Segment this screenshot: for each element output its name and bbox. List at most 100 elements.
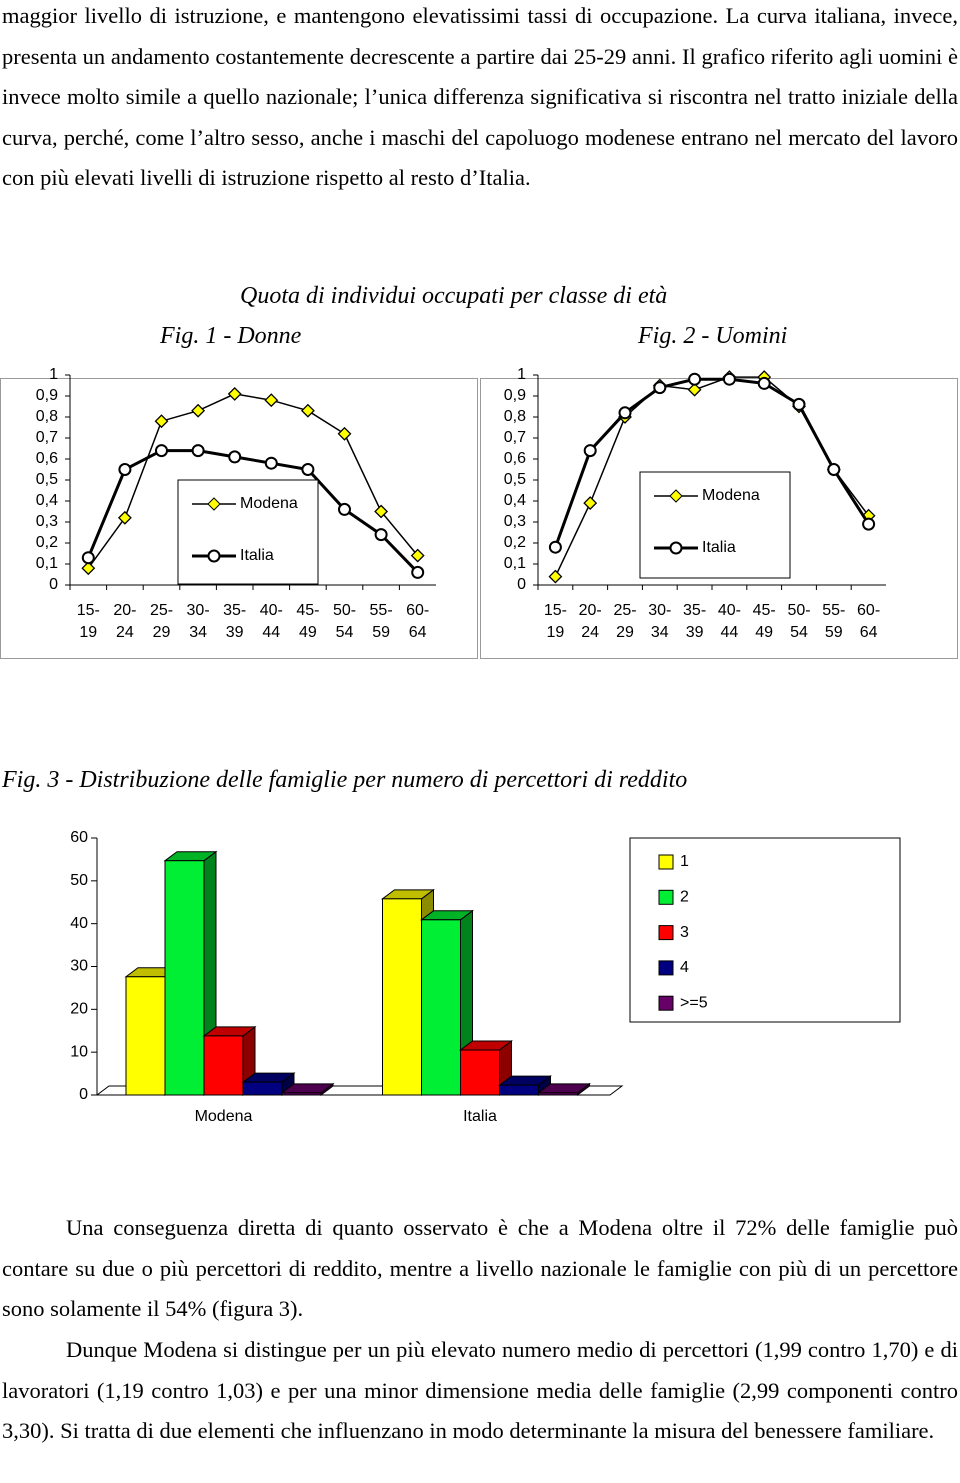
chart-title: Fig. 1 - Donne (160, 323, 302, 349)
legend-box (639, 471, 791, 579)
series-line (553, 377, 870, 548)
point (155, 444, 168, 458)
bar (203, 1035, 244, 1096)
x-tick-label: 55- 59 (822, 602, 846, 641)
x-tick-label: 15- 19 (76, 602, 100, 641)
x-tick-label: Italia (463, 1108, 497, 1125)
point (757, 376, 771, 390)
y-tick-label: 0 (49, 576, 58, 593)
y-tick-label: 20 (70, 1001, 88, 1018)
paragraph: Una conseguenza diretta di quanto osserv… (2, 1215, 958, 1321)
point (228, 450, 242, 464)
point (117, 510, 132, 525)
y-tick-label: 0,4 (504, 492, 526, 509)
y-tick-label: 0,8 (504, 408, 526, 425)
y-tick-label: 0,1 (36, 555, 58, 572)
legend-label: Italia (702, 539, 736, 556)
y-tick-label: 0,6 (504, 450, 526, 467)
x-tick-label: 50- 54 (332, 602, 357, 641)
y-tick-label: 1 (49, 366, 58, 383)
y-tick-label: 0,5 (504, 471, 526, 488)
point (81, 561, 96, 576)
point (301, 463, 315, 476)
point (792, 397, 806, 411)
y-tick-label: 0 (517, 576, 526, 593)
series-line (86, 449, 419, 574)
point (227, 386, 242, 401)
y-tick-label: 0,2 (504, 534, 526, 551)
point (653, 381, 667, 395)
paragraph: Dunque Modena si distingue per un più el… (2, 1337, 958, 1443)
y-tick-label: 30 (70, 958, 88, 975)
bar (164, 860, 205, 1096)
x-tick-label: 40- 44 (259, 602, 283, 641)
paragraph: maggior livello di istruzione, e manteng… (2, 3, 958, 190)
x-tick-label: 20- 24 (113, 602, 137, 641)
x-tick-label: 60- 64 (406, 602, 430, 641)
point (548, 569, 563, 584)
legend-swatch (658, 889, 674, 905)
bar (460, 1049, 500, 1096)
point (191, 403, 206, 418)
bar (538, 1092, 578, 1096)
y-tick-label: 0,2 (36, 534, 58, 551)
point (264, 456, 278, 470)
x-tick-label: 60- 64 (857, 602, 881, 641)
y-tick-label: 0,5 (36, 471, 58, 488)
legend-marker (207, 497, 221, 511)
point (411, 565, 425, 579)
point (154, 414, 169, 429)
point (548, 540, 562, 554)
x-tick-label: 25- 29 (613, 602, 637, 641)
legend-marker (207, 549, 221, 563)
chart-frame (0, 378, 478, 659)
point (722, 372, 736, 386)
x-tick-label: 20- 24 (578, 602, 602, 641)
point (300, 403, 315, 418)
y-tick-label: 0,3 (36, 513, 58, 530)
x-tick-label: 30- 34 (186, 602, 210, 641)
y-tick-label: 0,4 (36, 492, 58, 509)
point (337, 426, 352, 441)
legend-label: Modena (240, 495, 298, 512)
y-tick-label: 50 (70, 872, 88, 889)
y-tick-label: 60 (70, 829, 88, 846)
x-tick-label: 45- 49 (296, 602, 320, 641)
point (618, 406, 632, 420)
legend-marker (669, 489, 683, 503)
bar (125, 976, 166, 1096)
point (410, 548, 425, 563)
x-tick-label: 35- 39 (683, 602, 707, 641)
bar (421, 919, 461, 1096)
legend-marker (669, 541, 683, 555)
legend-swatch (658, 925, 674, 941)
x-tick-label: 30- 34 (648, 602, 672, 641)
y-tick-label: 0,7 (504, 429, 526, 446)
bar (281, 1092, 322, 1096)
x-tick-label: 45- 49 (752, 602, 776, 641)
chart-title: Fig. 3 - Distribuzione delle famiglie pe… (2, 767, 688, 793)
x-tick-label: 35- 39 (223, 602, 247, 641)
point (827, 463, 841, 476)
x-tick-label: 55- 59 (369, 602, 393, 641)
legend-label: >=5 (680, 994, 708, 1011)
point (264, 393, 279, 408)
point (862, 517, 876, 531)
legend-box (629, 837, 901, 1023)
point (81, 551, 95, 565)
y-tick-label: 10 (70, 1043, 88, 1060)
x-tick-label: 50- 54 (787, 602, 811, 641)
y-tick-label: 0,3 (504, 513, 526, 530)
point (374, 504, 389, 519)
legend-label: Italia (240, 547, 274, 564)
x-tick-label: 25- 29 (149, 602, 174, 641)
x-tick-label: Modena (195, 1108, 253, 1125)
point (338, 502, 351, 516)
legend-label: 1 (680, 853, 689, 870)
bar (242, 1081, 283, 1096)
point (687, 382, 702, 397)
x-tick-label: 40- 44 (717, 602, 741, 641)
y-tick-label: 0,1 (504, 555, 526, 572)
y-tick-label: 0 (79, 1086, 88, 1103)
